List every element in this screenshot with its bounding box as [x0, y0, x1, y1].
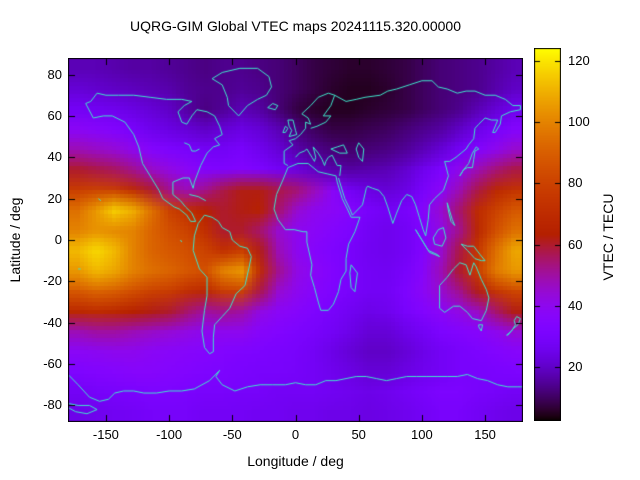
x-tick-label: 150: [474, 427, 496, 442]
colorbar: [534, 48, 561, 421]
x-tick-label: -150: [92, 427, 119, 442]
y-tick-label: 20: [47, 190, 62, 206]
colorbar-tick-label: 120: [568, 53, 590, 69]
y-tick-label: 0: [54, 232, 62, 247]
x-tick-label: -50: [222, 427, 242, 442]
x-axis-label: Longitude / deg: [247, 453, 344, 469]
colorbar-tick-label: 80: [568, 175, 583, 191]
chart-title: UQRG-GIM Global VTEC maps 20241115.320.0…: [130, 18, 461, 34]
y-tick-label: -80: [43, 397, 62, 413]
y-tick-label: -40: [43, 314, 62, 330]
colorbar-tick-label: 40: [568, 297, 583, 313]
world-vtec-heatmap: [68, 58, 523, 422]
colorbar-tick-label: 20: [568, 358, 583, 374]
y-tick-label: 40: [47, 149, 62, 165]
x-tick-label: -100: [156, 427, 183, 442]
x-tick-label: 50: [351, 427, 366, 442]
y-tick-label: -20: [43, 273, 62, 289]
y-tick-label: 60: [47, 107, 62, 123]
y-tick-label: 80: [47, 66, 62, 82]
colorbar-tick-label: 60: [568, 236, 583, 252]
colorbar-tick-label: 100: [568, 114, 590, 130]
y-tick-label: -60: [43, 356, 62, 372]
x-tick-label: 0: [291, 427, 300, 442]
x-tick-label: 100: [411, 427, 433, 442]
